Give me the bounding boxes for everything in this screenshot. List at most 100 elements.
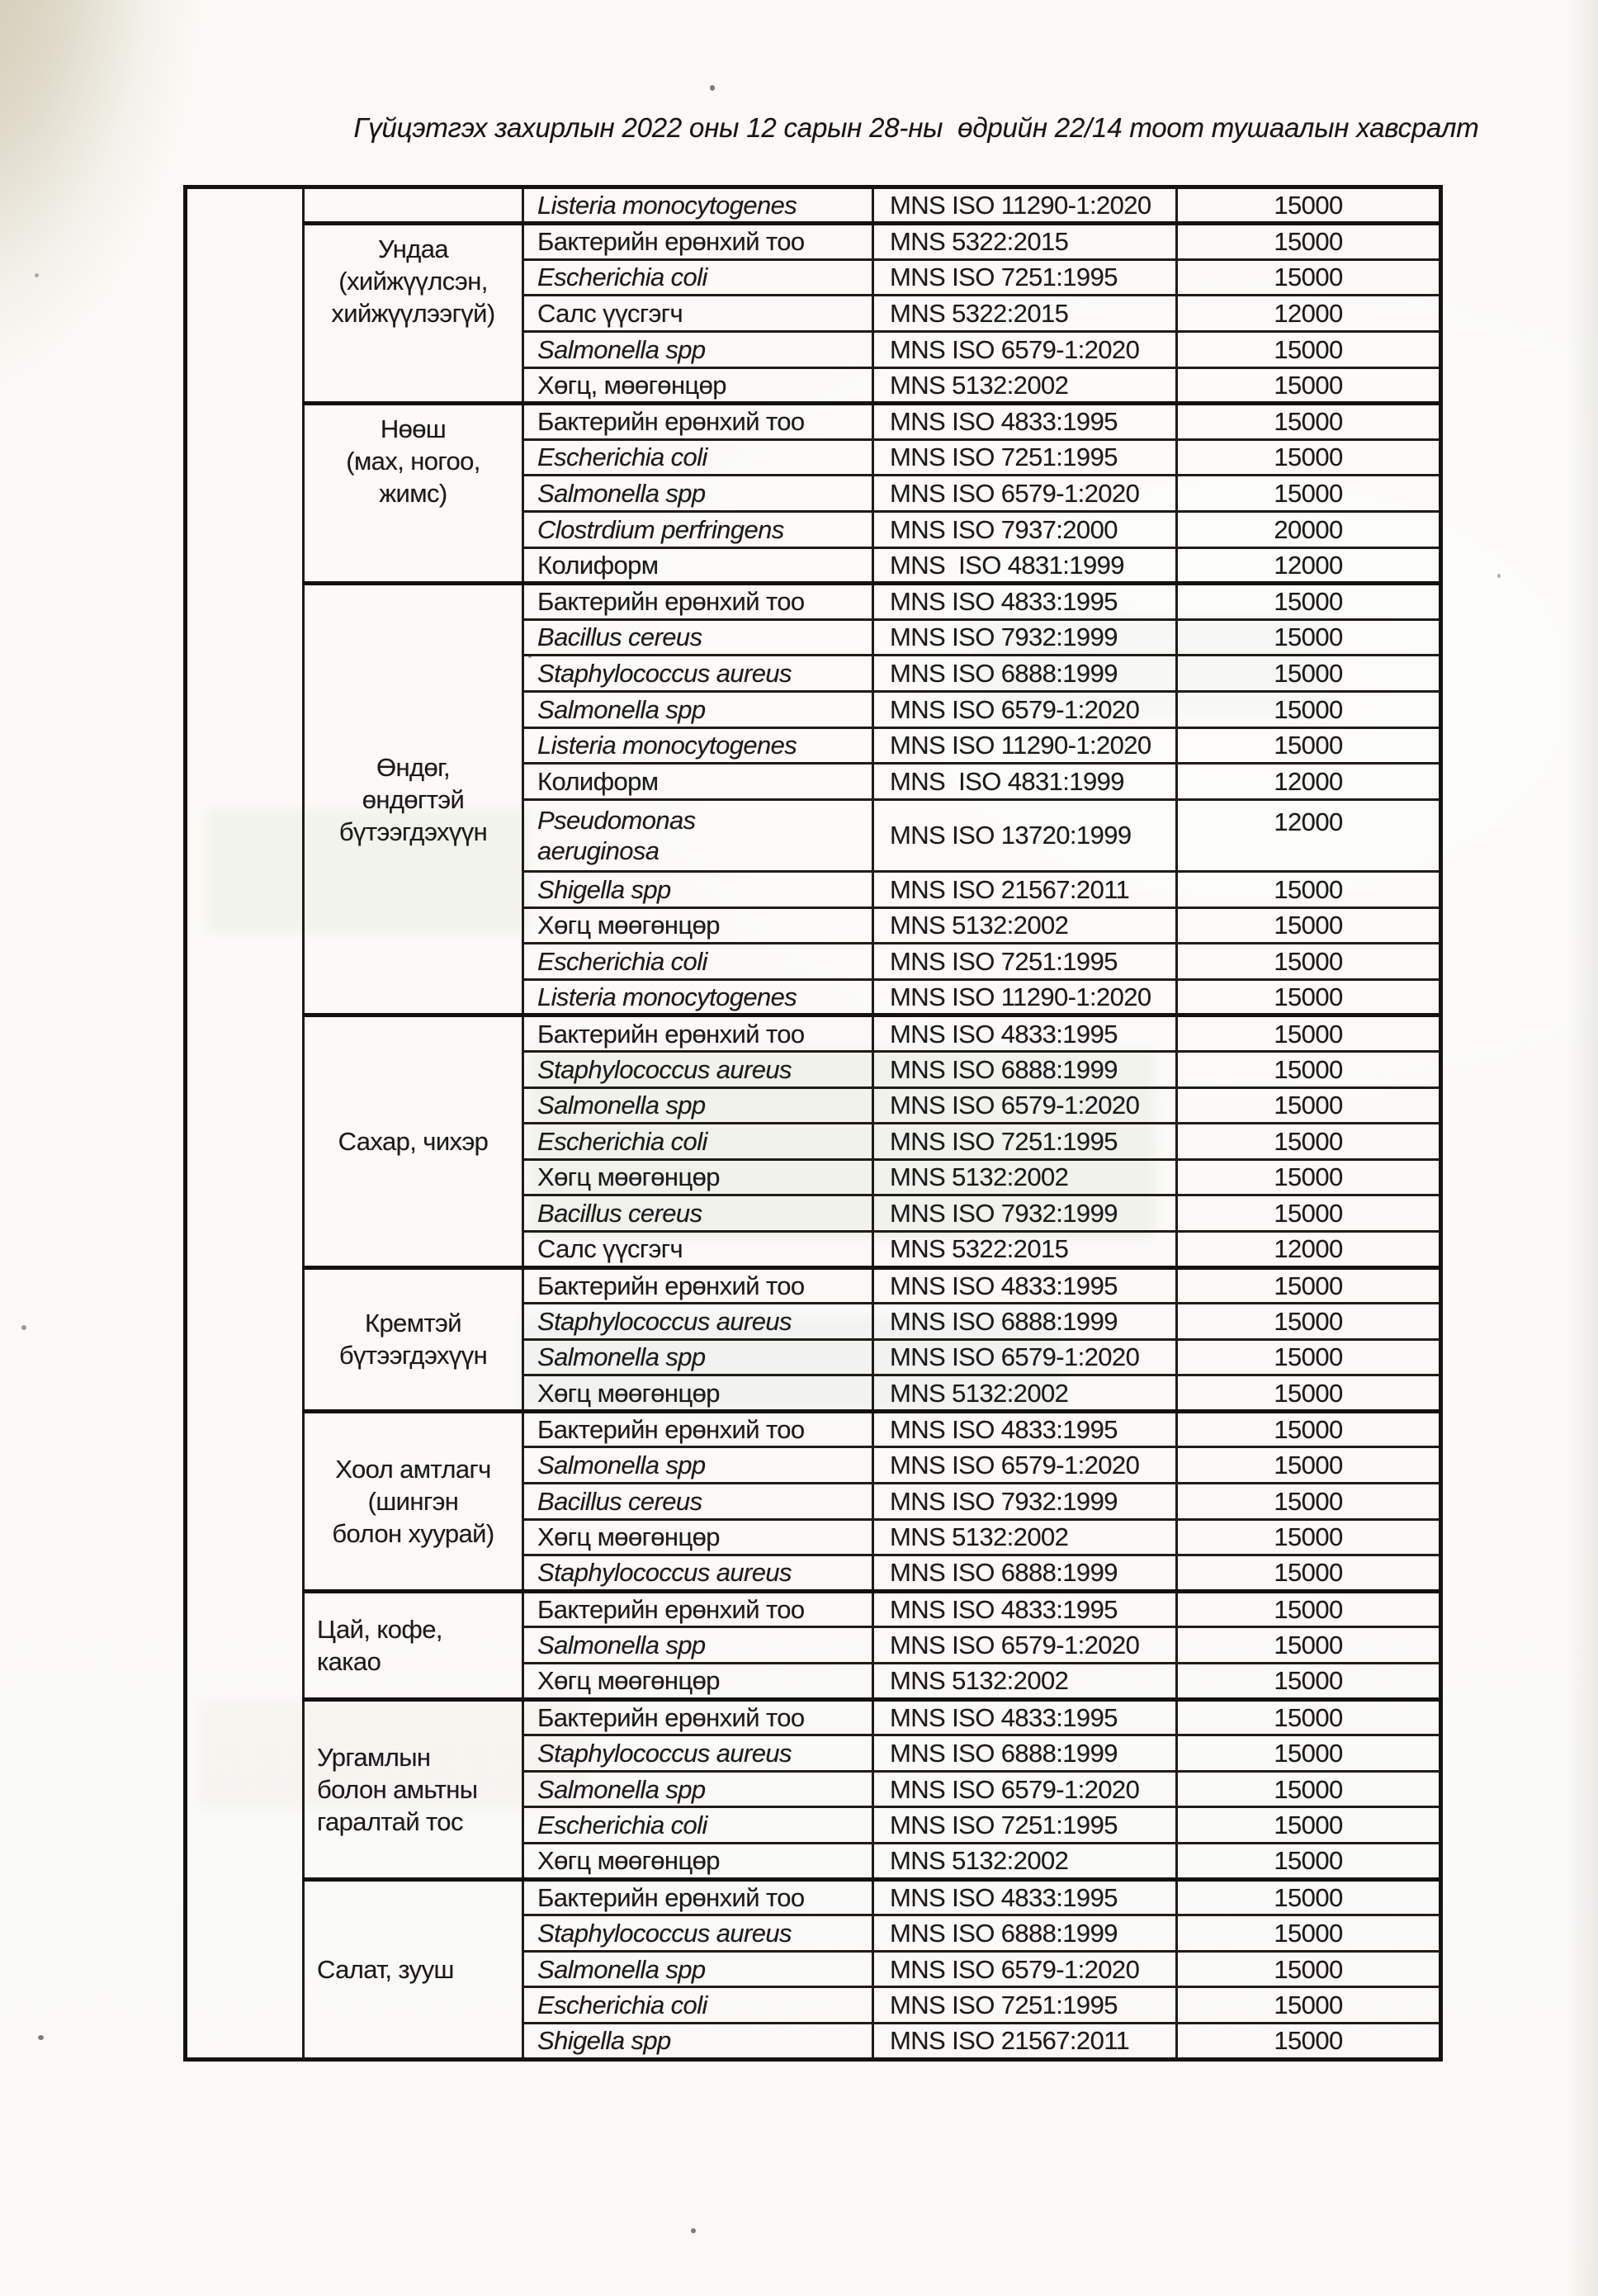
price-cell: 15000: [1175, 906, 1442, 945]
standard-cell: MNS ISO 7251:1995: [872, 258, 1178, 297]
test-name-cell: Salmonella spp: [522, 329, 874, 369]
test-name-cell: Хөгц мөөгөнцөр: [522, 1662, 874, 1701]
table-row: Shigella spp MNS ISO 21567:2011 15000: [186, 2021, 1442, 2061]
price-cell: 15000: [1175, 438, 1442, 477]
table-row: Escherichia coli MNS ISO 7251:1995 15000: [186, 1986, 1442, 2024]
test-name-cell: Бактерийн ерөнхий тоо: [522, 581, 874, 621]
table-row: Хоол амтлагч (шингэн болон хуурай) Бактер…: [186, 1408, 1442, 1593]
test-name-cell: Escherichia coli: [522, 1806, 874, 1845]
test-name-cell: Staphylococcus aureus: [522, 654, 874, 693]
price-cell: 15000: [1175, 1769, 1442, 1809]
test-name-cell: Хөгц мөөгөнцөр: [522, 1842, 874, 1881]
scan-speck: [691, 2228, 696, 2233]
category-cell: Ундаа (хийжүүлсэн, хийжүүлээгүй): [302, 221, 524, 405]
category-cell: Кремтэй бүтээгдэхүүн: [302, 1265, 524, 1413]
test-name-cell: Салс үүсгэгч: [522, 294, 874, 333]
scan-speck: [35, 273, 39, 277]
scan-speck: [38, 2035, 44, 2040]
standard-cell: MNS ISO 6579-1:2020: [872, 329, 1178, 369]
standard-cell: MNS 5322:2015: [872, 221, 1178, 261]
test-name-cell: Listeria monocytogenes: [522, 185, 874, 225]
standard-cell: MNS ISO 6888:1999: [872, 1734, 1178, 1773]
table-row: Staphylococcus aureus MNS ISO 6888:1999 …: [186, 1302, 1442, 1341]
test-name-cell: Bacillus cereus: [522, 618, 874, 657]
category-cell: Ургамлын болон амьтны гаралтай тос: [302, 1697, 524, 1881]
table-row: Хөгц, мөөгөнцөр MNS 5132:2002 15000: [186, 366, 1442, 405]
table-row: Listeria monocytogenes MNS ISO 11290-1:2…: [186, 978, 1442, 1017]
table-row: Salmonella spp MNS ISO 6579-1:2020 15000: [186, 1949, 1442, 1989]
standard-cell: MNS ISO 4833:1995: [872, 1265, 1178, 1305]
table-row: Salmonella spp MNS ISO 6579-1:2020 15000: [186, 1337, 1442, 1377]
test-name-cell: Salmonella spp: [522, 689, 874, 729]
test-name-cell: Бактерийн ерөнхий тоо: [522, 1013, 874, 1053]
price-cell: 15000: [1175, 1554, 1442, 1593]
category-cell: Салат, зууш: [302, 1877, 524, 2061]
standard-cell: MNS ISO 4833:1995: [872, 1877, 1178, 1917]
category-cell: Нөөш (мах, ногоо, жимс): [302, 401, 524, 585]
table-row: Staphylococcus aureus MNS ISO 6888:1999 …: [186, 1734, 1442, 1773]
test-name-cell: Хөгц мөөгөнцөр: [522, 906, 874, 945]
scan-edge-shadow: [1560, 0, 1598, 2296]
price-cell: 12000: [1175, 294, 1442, 333]
price-cell: 15000: [1175, 1517, 1442, 1557]
table-row: Колиформ MNS ISO 4831:1999 12000: [186, 546, 1442, 585]
price-cell: 15000: [1175, 1482, 1442, 1521]
table-row: Салат, зууш Бактерийн ерөнхий тоо MNS ISO…: [186, 1877, 1442, 2061]
standard-cell: MNS ISO 6888:1999: [872, 1554, 1178, 1593]
table-row: Цай, кофе, какао Бактерийн ерөнхий тоо MN…: [186, 1588, 1442, 1701]
standard-cell: MNS 5132:2002: [872, 1517, 1178, 1557]
price-cell: 15000: [1175, 401, 1442, 441]
price-cell: 15000: [1175, 978, 1442, 1017]
scan-speck: [710, 85, 715, 91]
price-cell: 15000: [1175, 1337, 1442, 1377]
standard-cell: MNS ISO 6888:1999: [872, 1049, 1178, 1089]
table-row: Listeria monocytogenes MNS ISO 11290-1:2…: [184, 185, 1442, 2061]
table-row: Хөгц мөөгөнцөр MNS 5132:2002 15000: [186, 1157, 1442, 1197]
test-name-cell: Salmonella spp: [522, 1626, 874, 1665]
standard-cell: MNS ISO 7251:1995: [872, 942, 1178, 981]
table-row: Кремтэй бүтээгдэхүүн Бактерийн ерөнхий то…: [186, 1265, 1442, 1413]
test-name-cell: Pseudomonas aeruginosa: [522, 798, 874, 873]
test-name-cell: Salmonella spp: [522, 1949, 874, 1989]
table-row: Өндөг, өндөгтэй бүтээгдэхүүн Бактерийн ер…: [186, 581, 1442, 1017]
standard-cell: MNS ISO 6579-1:2020: [872, 689, 1178, 729]
price-cell: 15000: [1175, 618, 1442, 657]
table-row: Сахар, чихэр Бактерийн ерөнхий тоо MNS IS…: [186, 1013, 1442, 1269]
standard-cell: MNS ISO 7932:1999: [872, 1194, 1178, 1233]
test-name-cell: Listeria monocytogenes: [522, 726, 874, 765]
category-cell: Сахар, чихэр: [302, 1013, 524, 1269]
price-cell: 15000: [1175, 1588, 1442, 1629]
test-name-cell: Хөгц мөөгөнцөр: [522, 1517, 874, 1557]
standard-cell: MNS ISO 21567:2011: [872, 869, 1178, 909]
test-name-cell: Бактерийн ерөнхий тоо: [522, 1588, 874, 1629]
test-name-cell: Хөгц, мөөгөнцөр: [522, 366, 874, 405]
test-name-cell: Clostrdium perfringens: [522, 509, 874, 549]
standard-cell: MNS ISO 11290-1:2020: [872, 978, 1178, 1017]
table-row: Нөөш (мах, ногоо, жимс) Бактерийн ерөнхий…: [186, 401, 1442, 585]
price-cell: 15000: [1175, 654, 1442, 693]
test-name-cell: Бактерийн ерөнхий тоо: [522, 1265, 874, 1305]
standard-cell: MNS ISO 6579-1:2020: [872, 1626, 1178, 1665]
table-row: Хөгц мөөгөнцөр MNS 5132:2002 15000: [186, 1662, 1442, 1701]
table-row: Shigella spp MNS ISO 21567:2011 15000: [186, 869, 1442, 909]
test-name-cell: Staphylococcus aureus: [522, 1734, 874, 1773]
table-row: Хөгц мөөгөнцөр MNS 5132:2002 15000: [186, 1842, 1442, 1881]
price-cell: 15000: [1175, 1734, 1442, 1773]
price-cell: 15000: [1175, 2021, 1442, 2061]
price-cell: 15000: [1175, 1408, 1442, 1449]
standard-cell: MNS ISO 6579-1:2020: [872, 1446, 1178, 1485]
price-cell: 15000: [1175, 1194, 1442, 1233]
standard-cell: MNS ISO 6579-1:2020: [872, 1769, 1178, 1809]
test-name-cell: Staphylococcus aureus: [522, 1049, 874, 1089]
table-row: Ургамлын болон амьтны гаралтай тос Бактер…: [186, 1697, 1442, 1881]
price-cell: 15000: [1175, 1086, 1442, 1125]
price-cell: 15000: [1175, 726, 1442, 765]
standard-cell: MNS ISO 7251:1995: [872, 1122, 1178, 1161]
standard-cell: MNS 5132:2002: [872, 1842, 1178, 1881]
table-row: Staphylococcus aureus MNS ISO 6888:1999 …: [186, 654, 1442, 693]
standard-cell: MNS ISO 7932:1999: [872, 618, 1178, 657]
price-cell: 15000: [1175, 581, 1442, 621]
table-row: Salmonella spp MNS ISO 6579-1:2020 15000: [186, 329, 1442, 369]
table-row: Clostrdium perfringens MNS ISO 7937:2000…: [186, 509, 1442, 549]
